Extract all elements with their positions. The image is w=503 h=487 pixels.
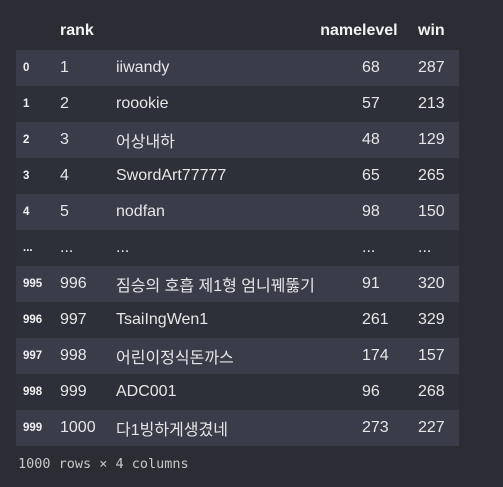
cell-rank: 5 — [60, 203, 69, 220]
row-index: 3 — [23, 170, 30, 182]
cell-name: 다1빙하게생겼네 — [116, 422, 228, 439]
cell-win: 227 — [418, 419, 445, 436]
column-header-rank: rank — [60, 22, 94, 39]
row-index: 4 — [23, 206, 30, 218]
dataframe-table: rank name level win 0 1 iiwandy 68 287 1… — [16, 12, 459, 446]
cell-name: ... — [116, 239, 130, 256]
cell-level: 261 — [362, 311, 389, 328]
table-row: 999 1000 다1빙하게생겼네 273 227 — [16, 410, 459, 446]
cell-level: 65 — [362, 167, 380, 184]
row-index: 1 — [23, 98, 30, 110]
column-header-name: name — [320, 22, 362, 39]
cell-win: 150 — [418, 203, 445, 220]
row-index: ... — [23, 242, 33, 254]
row-index: 997 — [23, 350, 43, 362]
table-row: 4 5 nodfan 98 150 — [16, 194, 459, 230]
row-index: 2 — [23, 134, 30, 146]
table-row: 2 3 어상내하 48 129 — [16, 122, 459, 158]
index-header — [16, 12, 60, 50]
cell-rank: 3 — [60, 131, 69, 148]
cell-win: 287 — [418, 59, 445, 76]
header-row: rank name level win — [16, 12, 459, 50]
cell-name: 어린이정식돈까스 — [116, 350, 234, 367]
table-row: 0 1 iiwandy 68 287 — [16, 50, 459, 86]
cell-win: 213 — [418, 95, 445, 112]
table-row: 995 996 짐승의 호흡 제1형 엄니꿰뚫기 91 320 — [16, 266, 459, 302]
cell-name: 어상내하 — [116, 134, 175, 151]
cell-win: 265 — [418, 167, 445, 184]
cell-rank: 1 — [60, 59, 69, 76]
table-row: 997 998 어린이정식돈까스 174 157 — [16, 338, 459, 374]
row-index: 0 — [23, 62, 30, 74]
cell-level: 96 — [362, 383, 380, 400]
cell-name: iiwandy — [116, 59, 170, 76]
cell-rank: 2 — [60, 95, 69, 112]
cell-rank: 996 — [60, 275, 87, 292]
column-header-win: win — [418, 22, 445, 39]
dataframe-shape-summary: 1000 rows × 4 columns — [18, 456, 189, 472]
cell-name: TsaiIngWen1 — [116, 311, 209, 328]
row-index: 999 — [23, 422, 43, 434]
cell-name: roookie — [116, 95, 169, 112]
cell-level: ... — [362, 239, 376, 256]
table-row: 996 997 TsaiIngWen1 261 329 — [16, 302, 459, 338]
cell-level: 174 — [362, 347, 389, 364]
cell-name: 짐승의 호흡 제1형 엄니꿰뚫기 — [116, 278, 315, 295]
cell-win: ... — [418, 239, 432, 256]
cell-name: nodfan — [116, 203, 165, 220]
cell-win: 320 — [418, 275, 445, 292]
cell-rank: 998 — [60, 347, 87, 364]
cell-level: 98 — [362, 203, 380, 220]
cell-rank: 4 — [60, 167, 69, 184]
row-index: 995 — [23, 278, 43, 290]
cell-win: 157 — [418, 347, 445, 364]
table-row: 3 4 SwordArt77777 65 265 — [16, 158, 459, 194]
cell-name: SwordArt77777 — [116, 167, 227, 184]
cell-rank: 997 — [60, 311, 87, 328]
cell-win: 129 — [418, 131, 445, 148]
row-index: 998 — [23, 386, 43, 398]
cell-level: 91 — [362, 275, 380, 292]
ellipsis-row: ... ... ... ... ... — [16, 230, 459, 266]
cell-level: 273 — [362, 419, 389, 436]
row-index: 996 — [23, 314, 43, 326]
cell-name: ADC001 — [116, 383, 177, 400]
cell-level: 48 — [362, 131, 380, 148]
column-header-level: level — [362, 22, 398, 39]
cell-win: 329 — [418, 311, 445, 328]
cell-win: 268 — [418, 383, 445, 400]
cell-level: 57 — [362, 95, 380, 112]
cell-rank: 999 — [60, 383, 87, 400]
table-row: 1 2 roookie 57 213 — [16, 86, 459, 122]
cell-rank: ... — [60, 239, 74, 256]
cell-rank: 1000 — [60, 419, 96, 436]
cell-level: 68 — [362, 59, 380, 76]
table-row: 998 999 ADC001 96 268 — [16, 374, 459, 410]
